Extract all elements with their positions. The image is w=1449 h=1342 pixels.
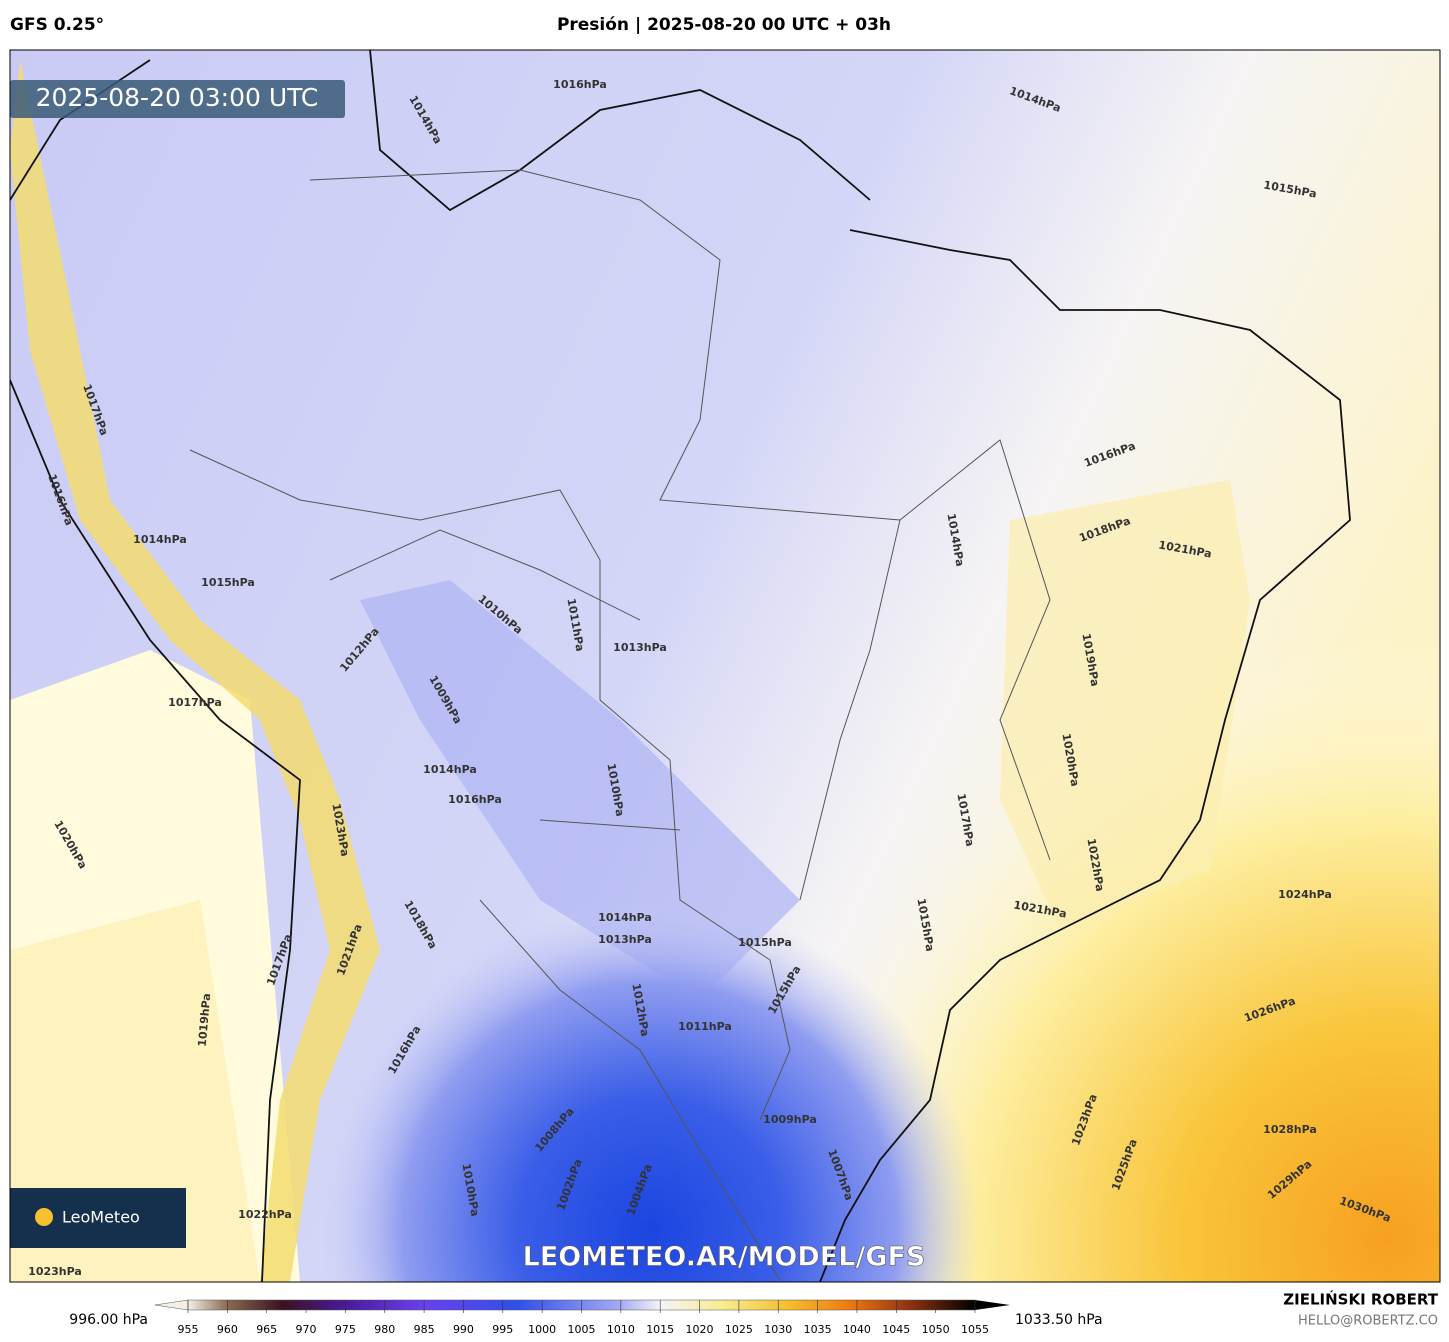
- colorbar-tick-label: 1045: [882, 1323, 910, 1336]
- colorbar-tick-label: 980: [374, 1323, 395, 1336]
- isobar-label: 1013hPa: [598, 933, 652, 946]
- colorbar-tick-label: 990: [453, 1323, 474, 1336]
- isobar-label: 1016hPa: [553, 78, 607, 91]
- isobar-label: 1023hPa: [28, 1265, 82, 1278]
- logo-sun: [35, 1208, 53, 1226]
- model-name: GFS 0.25°: [10, 15, 104, 35]
- colorbar-tick-label: 1010: [607, 1323, 635, 1336]
- colorbar-tick-label: 975: [335, 1323, 356, 1336]
- colorbar-extend-high: [975, 1300, 1010, 1310]
- watermark: LEOMETEO.AR/MODEL/GFS: [523, 1242, 926, 1273]
- timestamp: 2025-08-20 03:00 UTC: [36, 83, 319, 112]
- colorbar-tick-label: 965: [256, 1323, 277, 1336]
- colorbar-tick-label: 1050: [922, 1323, 950, 1336]
- isobar-label: 1017hPa: [168, 696, 222, 709]
- colorbar-tick-label: 1015: [646, 1323, 674, 1336]
- timestamp-box: [10, 80, 345, 118]
- map: 1014hPa1015hPa1016hPa1018hPa1021hPa1014h…: [10, 50, 1440, 1282]
- colorbar-tick-label: 970: [296, 1323, 317, 1336]
- colorbar-tick-label: 1000: [528, 1323, 556, 1336]
- colorbar-tick-label: 1020: [686, 1323, 714, 1336]
- isobar-label: 1013hPa: [613, 641, 667, 654]
- colorbar-tick-label: 955: [178, 1323, 199, 1336]
- isobar-label: 1015hPa: [738, 936, 792, 949]
- logo-text: LeoMeteo: [62, 1208, 140, 1227]
- borders: [189, 169, 1051, 1281]
- colorbar-min-label: 996.00 hPa: [69, 1312, 148, 1328]
- colorbar-tick-label: 985: [414, 1323, 435, 1336]
- isobar-label: 1009hPa: [763, 1113, 817, 1126]
- colorbar-tick-label: 1055: [961, 1323, 989, 1336]
- isobar-label: 1022hPa: [238, 1208, 292, 1221]
- isobar-label: 1014hPa: [423, 763, 477, 776]
- isobar-label: 1019hPa: [196, 993, 214, 1048]
- colorbar-tick-label: 1040: [843, 1323, 871, 1336]
- colorbar-tick-label: 995: [492, 1323, 513, 1336]
- colorbar-tick-label: 1030: [764, 1323, 792, 1336]
- isobar-label: 1028hPa: [1263, 1123, 1317, 1136]
- isobar-label: 1011hPa: [678, 1020, 732, 1033]
- colorbar-max-label: 1033.50 hPa: [1015, 1312, 1103, 1328]
- colorbar-tick-label: 1025: [725, 1323, 753, 1336]
- isobar-label: 1016hPa: [448, 793, 502, 806]
- colorbar-tick-label: 1005: [568, 1323, 596, 1336]
- colorbar-tick-label: 1035: [804, 1323, 832, 1336]
- isobar-label: 1015hPa: [201, 576, 255, 589]
- email: HELLO@ROBERTZ.CO: [1298, 1314, 1438, 1329]
- isobar-label: 1014hPa: [598, 911, 652, 924]
- map-title: Presión | 2025-08-20 00 UTC + 03h: [557, 15, 891, 35]
- isobar-label: 1014hPa: [133, 533, 187, 546]
- colorbar: 955 960 965 970 975 980 985 990 995 1000 1005 1010 1…: [154, 1299, 1010, 1336]
- map-frame: [9, 49, 1441, 1283]
- author: ZIELIŃSKI ROBERT: [1283, 1290, 1438, 1309]
- colorbar-tick-label: 960: [217, 1323, 238, 1336]
- isobar-label: 1024hPa: [1278, 888, 1332, 901]
- colorbar-extend-low: [154, 1299, 189, 1311]
